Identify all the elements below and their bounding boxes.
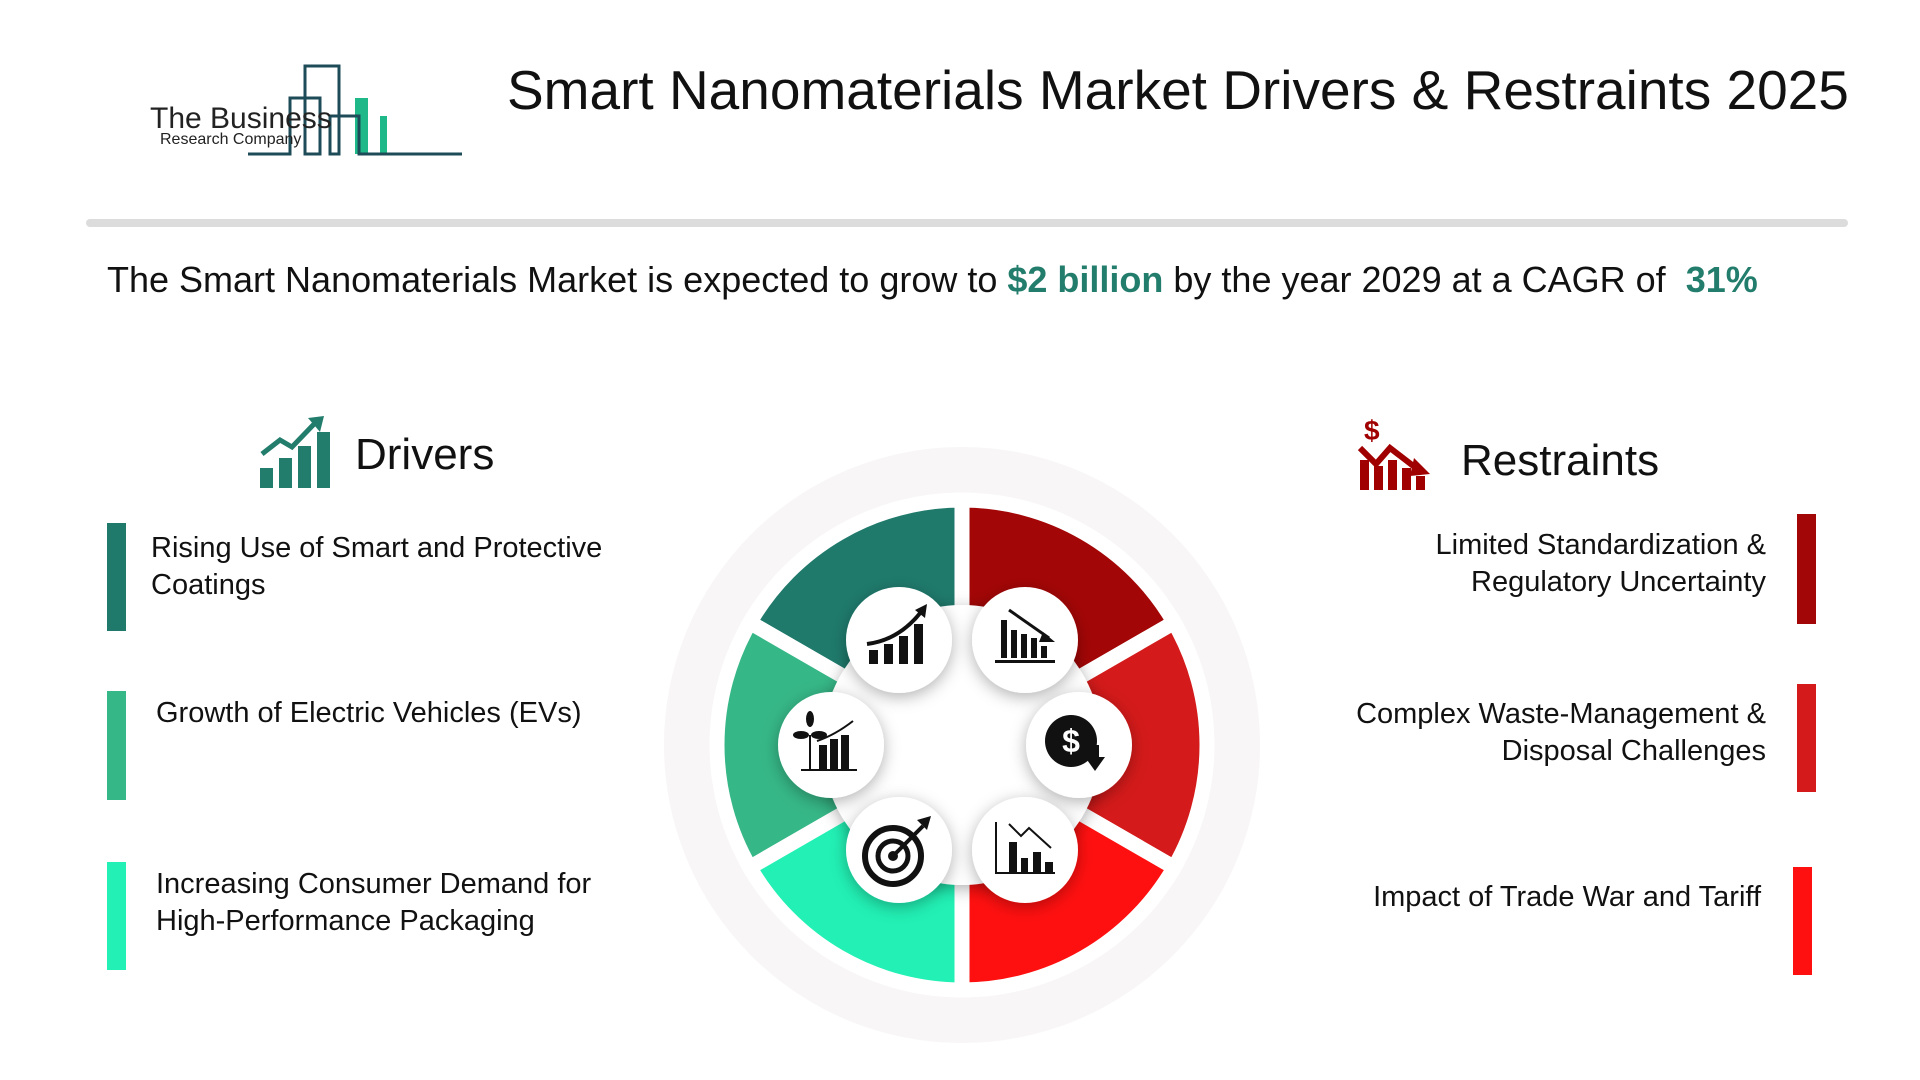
market-summary: The Smart Nanomaterials Market is expect… bbox=[107, 259, 1758, 301]
cagr-value: 31% bbox=[1685, 259, 1758, 300]
declining-trend-chart-icon bbox=[995, 822, 1055, 874]
restraint-color-bar bbox=[1793, 867, 1812, 975]
declining-bar-chart-icon bbox=[995, 608, 1055, 663]
restraint-item: Limited Standardization & Regulatory Unc… bbox=[1435, 529, 1766, 598]
driver-color-bar bbox=[107, 691, 126, 800]
logo-subtext: Research Company bbox=[160, 131, 302, 148]
restraint-item: Impact of Trade War and Tariff bbox=[1373, 881, 1761, 913]
rising-bar-chart-icon bbox=[866, 604, 927, 664]
driver-color-bar bbox=[107, 523, 126, 631]
plant-growth-chart-icon bbox=[793, 711, 857, 771]
declining-dollar-chart-icon: $ bbox=[1358, 416, 1430, 490]
driver-item: Increasing Consumer Demand for High-Perf… bbox=[156, 868, 592, 937]
summary-middle: by the year 2029 at a CAGR of bbox=[1163, 259, 1676, 300]
driver-item: Growth of Electric Vehicles (EVs) bbox=[156, 697, 582, 729]
market-value: $2 billion bbox=[1007, 259, 1164, 300]
target-arrow-icon bbox=[862, 816, 931, 887]
growth-chart-icon bbox=[260, 416, 330, 488]
driver-color-bar bbox=[107, 862, 126, 970]
drivers-title: Drivers bbox=[355, 430, 495, 479]
icon-badge bbox=[972, 797, 1078, 903]
company-logo bbox=[140, 60, 470, 160]
driver-item: Rising Use of Smart and Protective Coati… bbox=[151, 532, 603, 601]
summary-prefix: The Smart Nanomaterials Market is expect… bbox=[107, 259, 1008, 300]
logo-text: The Business bbox=[150, 102, 332, 135]
restraint-item: Complex Waste-Management & Disposal Chal… bbox=[1356, 698, 1766, 767]
page-title: Smart Nanomaterials Market Drivers & Res… bbox=[507, 59, 1849, 121]
svg-text:$: $ bbox=[1062, 723, 1080, 759]
restraint-color-bar bbox=[1797, 684, 1816, 792]
divider bbox=[86, 219, 1848, 227]
logo-buildings-icon bbox=[248, 64, 462, 156]
restraints-title: Restraints bbox=[1461, 436, 1660, 485]
svg-text:$: $ bbox=[1364, 416, 1380, 446]
restraint-color-bar bbox=[1797, 514, 1816, 624]
dollar-decrease-icon: $ bbox=[1045, 715, 1105, 771]
